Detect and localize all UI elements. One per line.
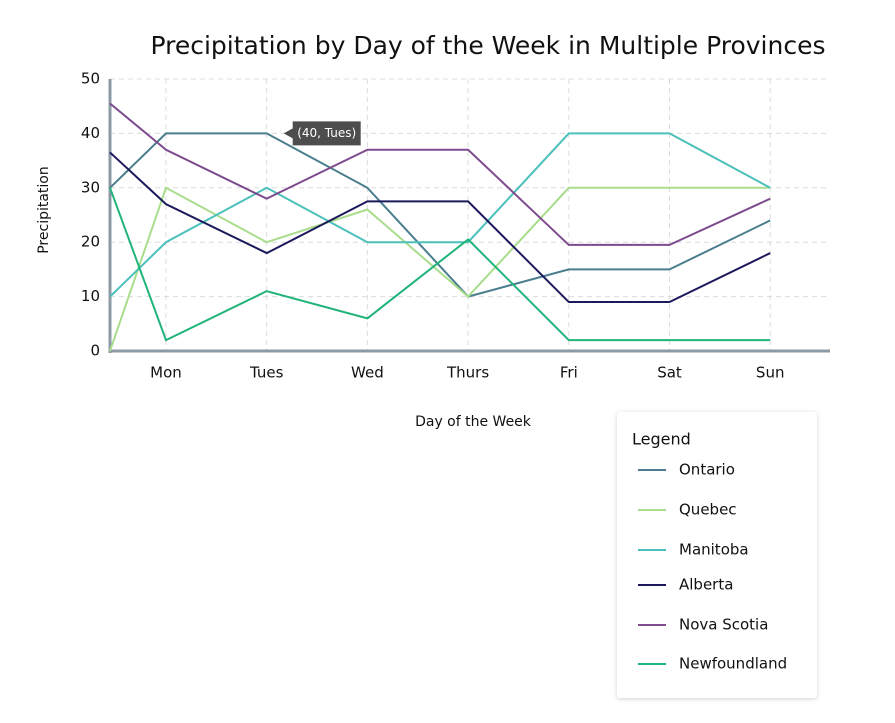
- legend-label: Quebec: [679, 501, 737, 519]
- y-tick-label: 30: [81, 178, 100, 196]
- y-axis-label: Precipitation: [36, 166, 52, 254]
- series-line: [109, 186, 771, 352]
- y-tick-label: 40: [81, 124, 100, 142]
- legend-label: Newfoundland: [679, 655, 787, 673]
- x-tick-label: Thurs: [446, 364, 489, 382]
- legend-box: [617, 412, 817, 698]
- x-tick-label: Wed: [351, 364, 384, 382]
- y-tick-label: 50: [81, 70, 100, 88]
- legend-label: Manitoba: [679, 541, 749, 559]
- legend-label: Ontario: [679, 461, 735, 479]
- legend-title: Legend: [632, 430, 691, 449]
- x-tick-label: Sun: [756, 364, 785, 382]
- x-tick-label: Fri: [560, 364, 578, 382]
- tooltip-box: [283, 121, 361, 146]
- legend-label: Nova Scotia: [679, 616, 768, 634]
- y-tick-label: 0: [90, 342, 100, 360]
- y-tick-label: 10: [81, 287, 100, 305]
- y-tick-label: 20: [81, 233, 100, 251]
- series-line: [109, 102, 771, 246]
- x-tick-label: Tues: [249, 364, 284, 382]
- x-tick-label: Mon: [150, 364, 182, 382]
- series-line: [109, 187, 771, 342]
- x-tick-label: Sat: [657, 364, 682, 382]
- tooltip-text: (40, Tues): [297, 126, 356, 140]
- chart-title: Precipitation by Day of the Week in Mult…: [151, 31, 826, 60]
- series-line: [109, 132, 771, 298]
- x-axis-label: Day of the Week: [415, 414, 532, 430]
- series-line: [109, 151, 771, 304]
- legend-label: Alberta: [679, 576, 733, 594]
